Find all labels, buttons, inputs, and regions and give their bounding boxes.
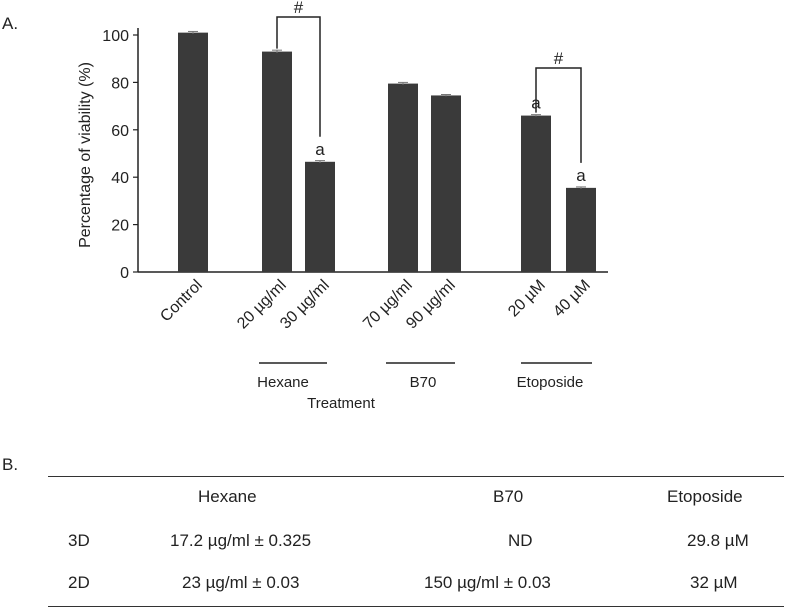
bar — [521, 115, 551, 272]
table-cell: 17.2 µg/ml ± 0.325 — [170, 531, 312, 550]
bar — [431, 95, 461, 272]
table-header-b70: B70 — [493, 487, 524, 506]
table-header-hexane: Hexane — [198, 487, 257, 506]
panel-a-label: A. — [2, 14, 19, 33]
table-bottom-rule — [48, 606, 784, 607]
significance-bracket — [535, 67, 582, 163]
x-axis-title: Treatment — [307, 395, 376, 412]
table-cell: 23 µg/ml ± 0.03 — [182, 573, 300, 592]
table-cell: 150 µg/ml ± 0.03 — [424, 573, 551, 592]
x-tick-label: 20 µM — [505, 277, 549, 321]
y-tick-label: 20 — [111, 218, 129, 235]
group-label: B70 — [410, 374, 437, 391]
table-header-etoposide: Etoposide — [667, 487, 743, 506]
significance-label: # — [554, 49, 564, 68]
table-cell: 32 µM — [690, 573, 738, 592]
table-top-rule — [48, 476, 784, 477]
y-tick-label: 40 — [111, 170, 129, 187]
bar-annotation-label: a — [315, 140, 325, 159]
viability-bar-chart: 0 20 40 60 80 100 Percentage of viability (%) C… — [77, 0, 608, 412]
y-axis-title: Percentage of viability (%) — [77, 62, 94, 248]
bar-annotation-label: a — [576, 166, 586, 185]
y-tick-label: 100 — [102, 28, 129, 45]
x-tick-label: Control — [157, 277, 205, 325]
bar — [388, 83, 418, 273]
bar — [178, 32, 208, 272]
table-cell: 29.8 µM — [687, 531, 749, 550]
y-tick-label: 0 — [120, 265, 129, 282]
bar — [566, 187, 596, 272]
table-row-label: 2D — [68, 573, 90, 592]
bar — [305, 161, 335, 272]
table-row-label: 3D — [68, 531, 90, 550]
group-label: Etoposide — [517, 374, 584, 391]
y-tick-label: 80 — [111, 75, 129, 92]
bar — [262, 51, 292, 273]
y-tick-label: 60 — [111, 123, 129, 140]
panel-b-label: B. — [2, 455, 19, 474]
group-label: Hexane — [257, 374, 309, 391]
x-tick-label: 40 µM — [550, 277, 594, 321]
significance-bracket — [276, 16, 321, 137]
table-cell: ND — [508, 531, 533, 550]
significance-label: # — [294, 0, 304, 17]
